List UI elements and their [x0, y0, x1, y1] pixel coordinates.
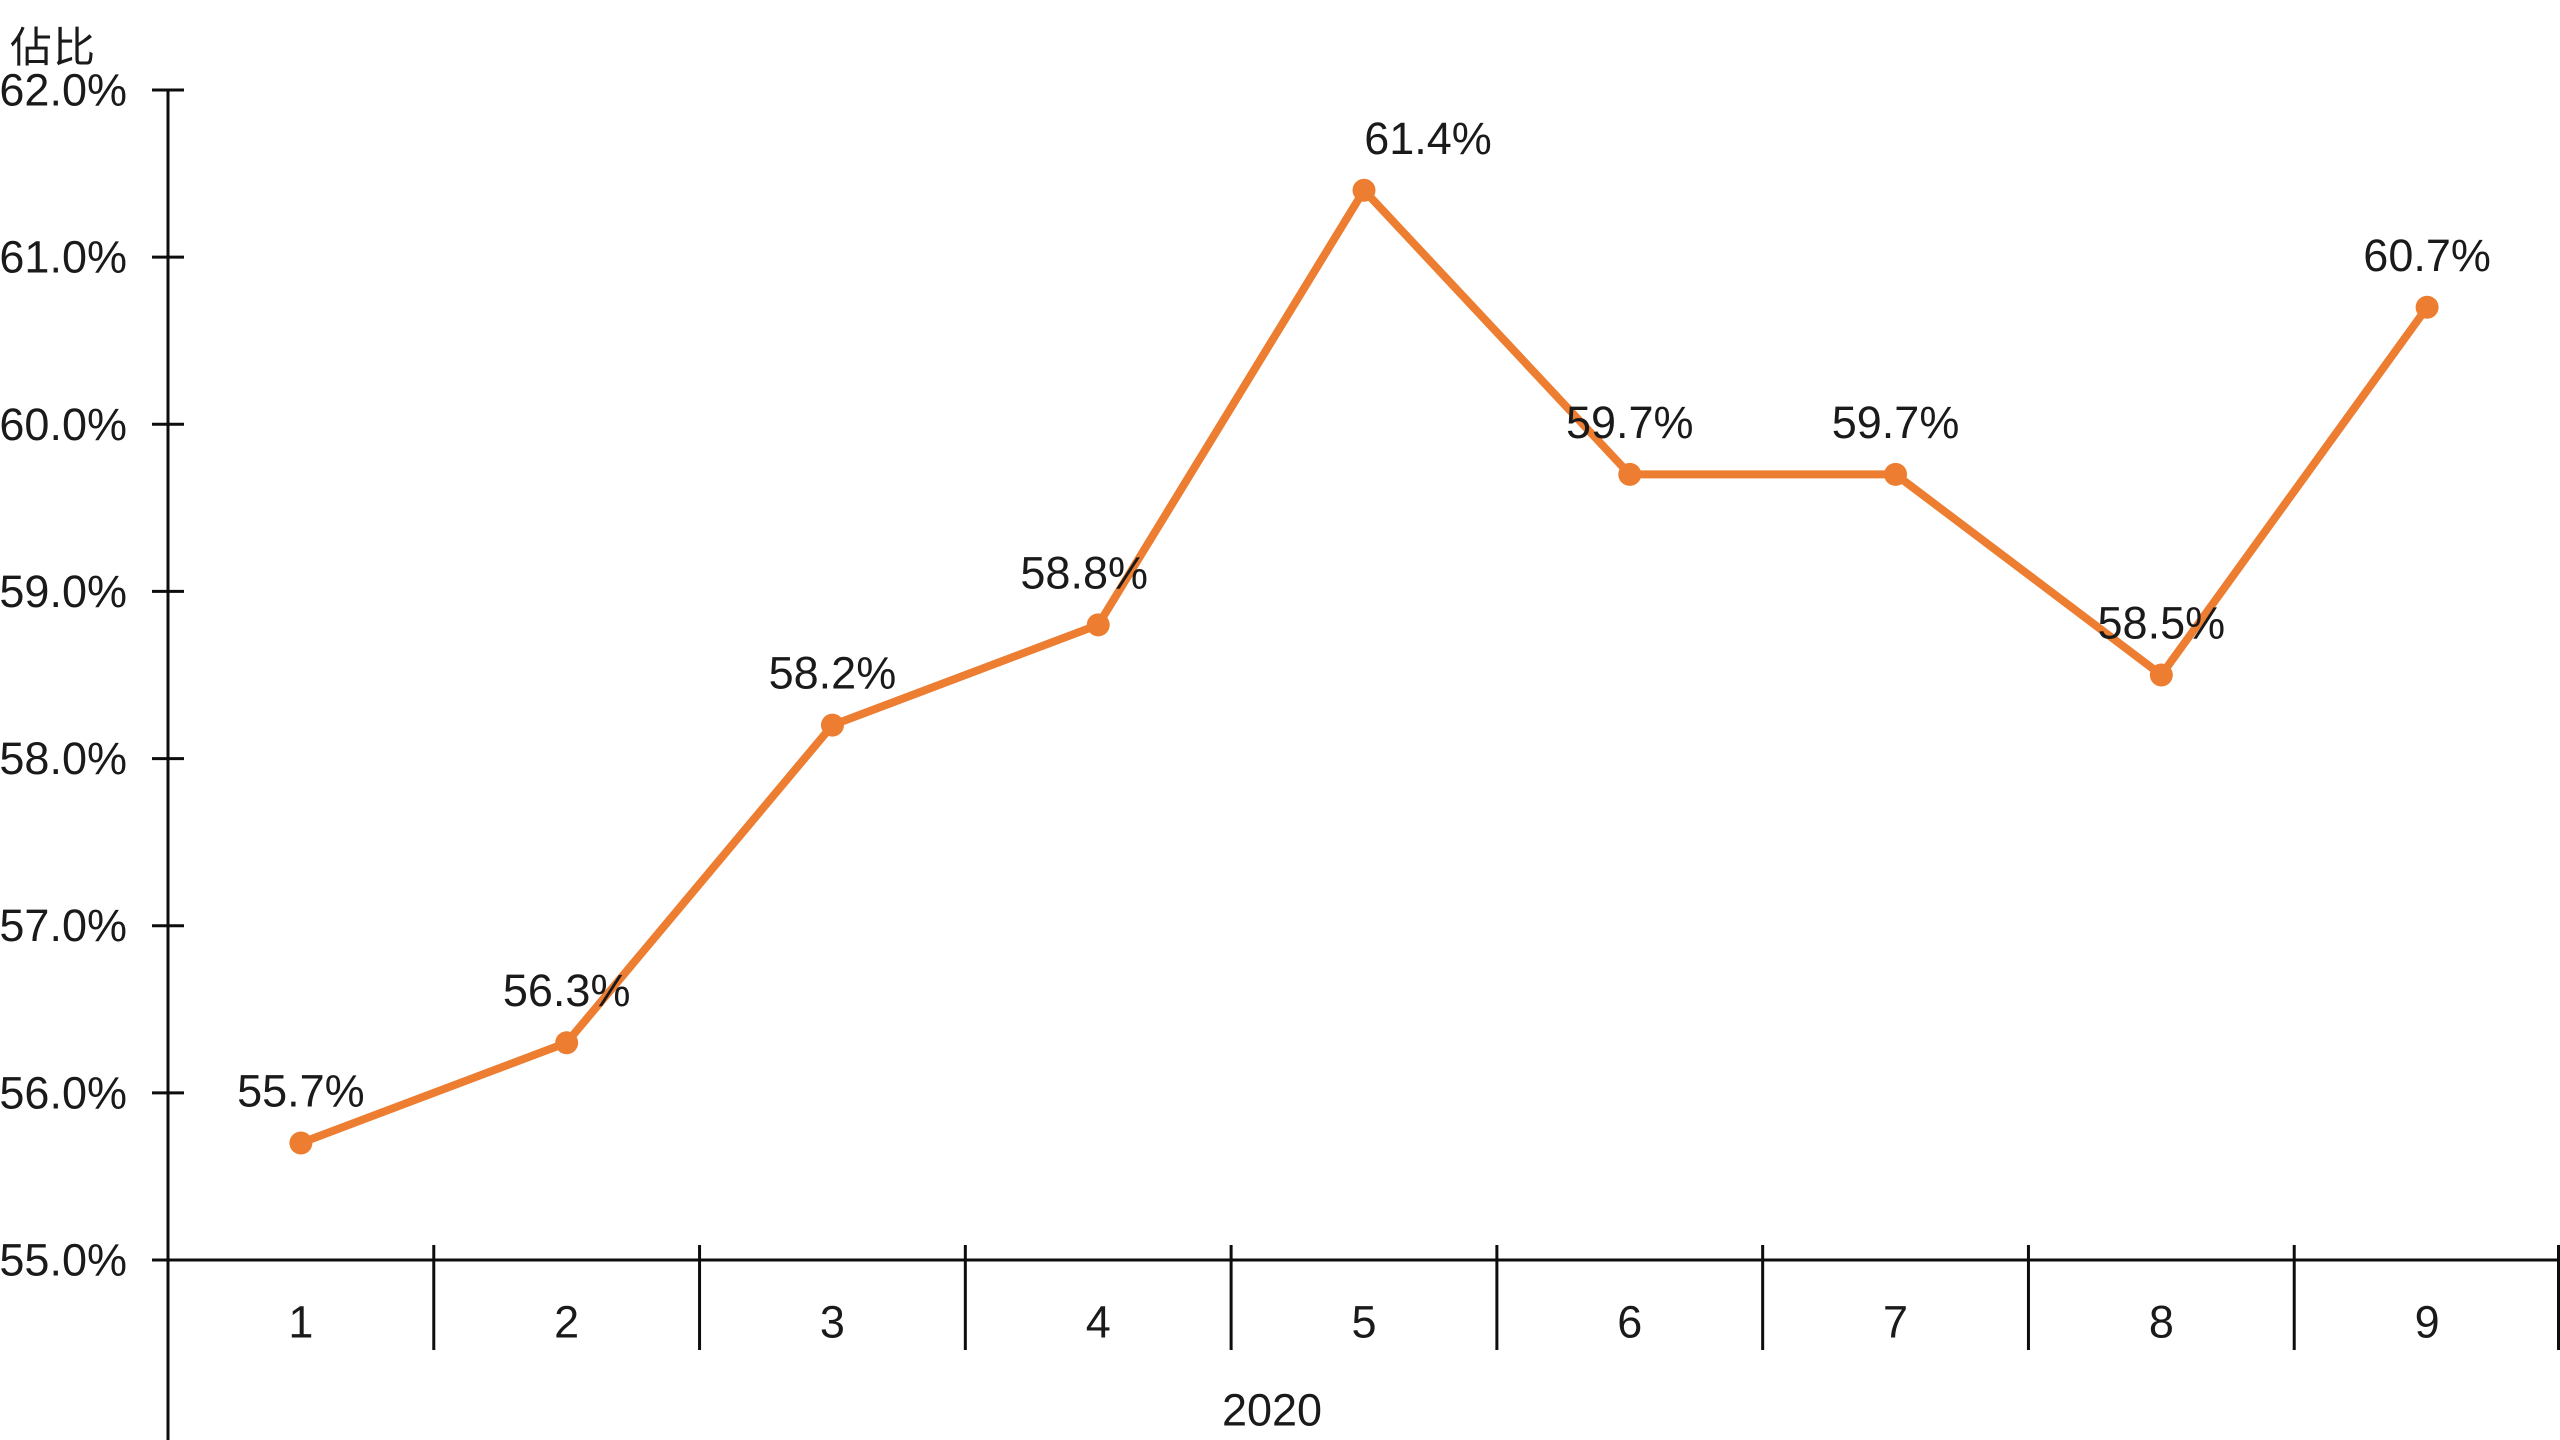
data-point-marker: [1618, 462, 1642, 486]
data-point-label: 56.3%: [503, 965, 631, 1016]
x-axis-category-label: 3: [820, 1297, 845, 1348]
x-axis-group-label: 2020: [1222, 1385, 1322, 1436]
data-point-label: 60.7%: [2363, 230, 2491, 281]
data-point-label: 58.5%: [2098, 598, 2226, 649]
x-axis-category-label: 9: [2415, 1297, 2440, 1348]
x-axis-category-label: 6: [1617, 1297, 1642, 1348]
data-point-label: 55.7%: [237, 1066, 365, 1117]
y-axis-tick-label: 55.0%: [0, 1235, 127, 1286]
y-axis-tick-label: 61.0%: [0, 232, 127, 283]
data-point-marker: [1884, 462, 1908, 486]
y-axis-tick-label: 62.0%: [0, 65, 127, 116]
x-axis-category-label: 4: [1086, 1297, 1111, 1348]
y-axis-tick-label: 58.0%: [0, 733, 127, 784]
x-axis-category-label: 5: [1351, 1297, 1376, 1348]
data-point-label: 61.4%: [1364, 113, 1492, 164]
x-axis-category-label: 2: [554, 1297, 579, 1348]
data-point-marker: [2415, 295, 2439, 319]
y-axis-tick-label: 57.0%: [0, 900, 127, 951]
data-point-label: 59.7%: [1832, 397, 1960, 448]
y-axis-tick-label: 56.0%: [0, 1067, 127, 1118]
data-point-label: 58.2%: [769, 648, 897, 699]
data-point-marker: [1086, 613, 1110, 637]
data-point-marker: [820, 713, 844, 737]
data-point-label: 59.7%: [1566, 397, 1694, 448]
y-axis-tick-label: 59.0%: [0, 566, 127, 617]
data-point-label: 58.8%: [1020, 547, 1148, 598]
x-axis-category-label: 8: [2149, 1297, 2174, 1348]
data-point-marker: [555, 1031, 579, 1055]
data-point-marker: [289, 1131, 313, 1155]
data-point-marker: [2149, 663, 2173, 687]
y-axis-title: 佔比: [10, 24, 97, 71]
x-axis-category-label: 7: [1883, 1297, 1908, 1348]
y-axis-tick-label: 60.0%: [0, 399, 127, 450]
x-axis-category-label: 1: [288, 1297, 313, 1348]
data-point-marker: [1352, 178, 1376, 202]
